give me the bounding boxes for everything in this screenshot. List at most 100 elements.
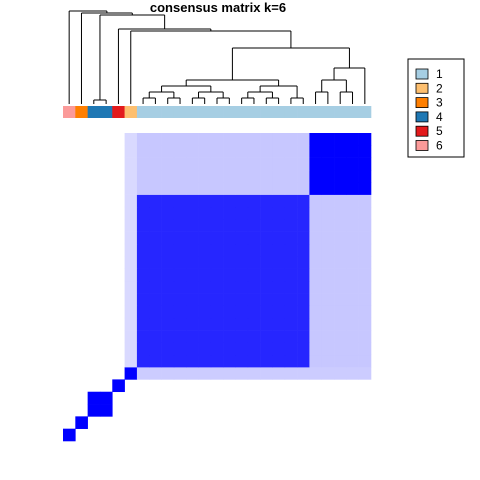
heatmap-cell xyxy=(358,256,372,269)
heatmap-cell xyxy=(210,342,224,356)
heatmap-cell xyxy=(272,256,286,269)
heatmap-cell xyxy=(161,145,175,158)
heatmap-cell xyxy=(235,169,249,183)
heatmap-cell xyxy=(173,268,187,282)
heatmap-cell xyxy=(149,194,162,208)
heatmap-cell xyxy=(124,243,138,257)
heatmap-cell xyxy=(297,145,310,158)
heatmap-cell xyxy=(272,157,286,171)
heatmap-cell xyxy=(334,169,347,183)
heatmap-cell xyxy=(358,219,372,232)
heatmap-cell xyxy=(284,305,298,319)
heatmap-cell xyxy=(260,330,273,343)
legend-label-6: 6 xyxy=(436,139,443,153)
heatmap-cell xyxy=(136,305,150,319)
heatmap-cell xyxy=(297,280,310,294)
heatmap-cell xyxy=(161,280,175,294)
heatmap-cell xyxy=(272,367,286,380)
heatmap-cell xyxy=(136,182,150,195)
heatmap-cell xyxy=(260,305,273,319)
dendrogram xyxy=(68,10,366,104)
heatmap-cell xyxy=(321,256,335,269)
heatmap-cell xyxy=(247,169,261,183)
heatmap-cell xyxy=(149,145,162,158)
heatmap-cell xyxy=(124,342,138,356)
heatmap-cell xyxy=(223,342,236,356)
heatmap-cell xyxy=(223,133,236,146)
heatmap-cell xyxy=(272,280,286,294)
heatmap-cell xyxy=(297,182,310,195)
heatmap-cell xyxy=(149,268,162,282)
heatmap-cell xyxy=(149,256,162,269)
heatmap-cell xyxy=(346,342,359,356)
heatmap-cell xyxy=(124,293,138,306)
heatmap-cell xyxy=(210,317,224,331)
heatmap-cell xyxy=(186,330,199,343)
heatmap-cell xyxy=(210,219,224,232)
heatmap-cell xyxy=(173,342,187,356)
heatmap-cell xyxy=(297,169,310,183)
annotation-cell xyxy=(186,106,199,118)
heatmap-cell xyxy=(210,354,224,368)
heatmap-cell xyxy=(321,342,335,356)
heatmap-cell xyxy=(297,268,310,282)
heatmap-cell xyxy=(173,293,187,306)
heatmap-cell xyxy=(210,243,224,257)
heatmap-cell xyxy=(346,145,359,158)
heatmap-cell xyxy=(198,243,212,257)
heatmap-cell xyxy=(321,219,335,232)
heatmap-cell xyxy=(210,256,224,269)
heatmap-cell xyxy=(235,342,249,356)
heatmap-cell xyxy=(186,317,199,331)
heatmap-cell xyxy=(223,169,236,183)
heatmap-cell xyxy=(198,206,212,220)
heatmap-cell xyxy=(223,243,236,257)
heatmap-cell xyxy=(186,243,199,257)
heatmap-cell xyxy=(173,305,187,319)
heatmap-cell xyxy=(149,206,162,220)
heatmap-cell xyxy=(309,219,323,232)
heatmap-cell xyxy=(186,206,199,220)
heatmap-cell xyxy=(358,317,372,331)
heatmap-cell xyxy=(124,157,138,171)
heatmap-cell xyxy=(161,367,175,380)
heatmap-cell xyxy=(334,268,347,282)
heatmap-cell xyxy=(247,354,261,368)
annotation-cell xyxy=(297,106,310,118)
heatmap-cell xyxy=(173,206,187,220)
heatmap-cell xyxy=(149,330,162,343)
heatmap-cell xyxy=(173,367,187,380)
heatmap-cell xyxy=(297,342,310,356)
heatmap-cell xyxy=(136,243,150,257)
heatmap-cell xyxy=(223,367,236,380)
annotation-cell xyxy=(99,106,113,118)
heatmap-cell xyxy=(260,206,273,220)
heatmap-cell xyxy=(235,256,249,269)
heatmap-cell xyxy=(272,133,286,146)
heatmap-cell xyxy=(173,231,187,245)
heatmap-cell xyxy=(124,354,138,368)
heatmap-cell xyxy=(124,305,138,319)
heatmap-cell xyxy=(136,268,150,282)
heatmap-cell xyxy=(346,182,359,195)
heatmap-cell xyxy=(235,268,249,282)
heatmap-cell xyxy=(297,219,310,232)
cluster-annotation-bar xyxy=(63,106,372,118)
heatmap-cell xyxy=(198,169,212,183)
heatmap-cell xyxy=(112,379,125,393)
heatmap-cell xyxy=(321,367,335,380)
heatmap-cell xyxy=(210,133,224,146)
heatmap-cell xyxy=(136,354,150,368)
heatmap-cell xyxy=(321,133,335,146)
heatmap-cell xyxy=(334,354,347,368)
heatmap-cell xyxy=(309,268,323,282)
heatmap-cell xyxy=(297,256,310,269)
heatmap-cell xyxy=(235,330,249,343)
heatmap-cell xyxy=(173,145,187,158)
heatmap-cell xyxy=(334,182,347,195)
heatmap-cell xyxy=(334,145,347,158)
heatmap-cell xyxy=(210,157,224,171)
heatmap-cell xyxy=(297,133,310,146)
legend-swatch-4 xyxy=(415,111,429,123)
heatmap-cell xyxy=(309,305,323,319)
